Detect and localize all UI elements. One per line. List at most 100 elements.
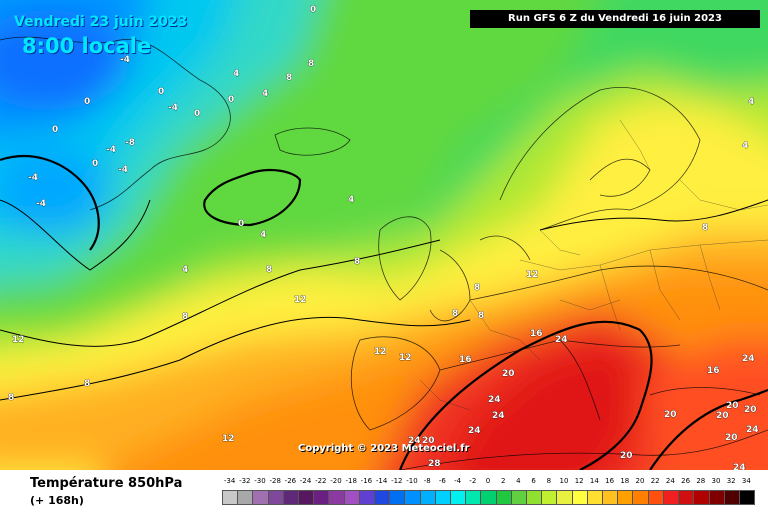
isotherm-label: 16 [530,329,543,339]
scale-label: -2 [469,477,477,485]
color-scale-labels: -34 -32 -30 -28 -26 -24 -22 -20 -18 -16 -14 -12 -10-… [222,477,754,487]
scale-label: 10 [559,477,569,485]
isotherm-label: 0 [194,109,200,119]
scale-swatch [602,490,619,505]
scale-swatch [237,490,254,505]
scale-swatch [541,490,558,505]
scale-label: -6 [438,477,446,485]
scale-swatch [389,490,406,505]
scale-swatch [632,490,649,505]
scale-swatch [298,490,315,505]
scale-swatch [434,490,452,505]
isotherm-label: 8 [478,311,484,321]
isotherm-label: 24 [733,463,746,470]
scale-label: -34 [223,477,236,485]
scale-swatch [693,490,710,505]
isotherm-label: 4 [262,89,268,99]
forecast-date: Vendredi 23 juin 2023 [14,14,188,30]
isotherm-label: 24 [468,426,481,436]
scale-swatch [267,490,284,505]
scale-label: 22 [650,477,660,485]
isotherm-label: 4 [748,97,754,107]
isotherm-label: -4 [168,103,178,113]
scale-label: 16 [605,477,615,485]
coastlines [0,36,768,470]
scale-swatch [328,490,345,505]
borders [419,119,768,411]
isotherm-label: 8 [8,393,14,403]
isotherm-label: 12 [374,347,387,357]
isotherm-label: 8 [702,223,708,233]
temperature-map: 0 -4 0 0 -4 -8 -4 -4 0 -4 -4 0 0 0 4 4 8… [0,0,768,470]
scale-label: 24 [665,477,675,485]
scale-label: 20 [635,477,645,485]
isotherm-label: 0 [84,97,90,107]
scale-label: 6 [531,477,536,485]
isotherm-label: 20 [502,369,515,379]
scale-swatch [708,490,725,505]
map-canvas: 0 -4 0 0 -4 -8 -4 -4 0 -4 -4 0 0 0 4 4 8… [0,0,768,470]
isotherm-label: 20 [664,410,677,420]
scale-label: -4 [454,477,462,485]
isotherm-label: 16 [459,355,472,365]
isotherm-label: 24 [746,425,759,435]
isotherm-label: 8 [354,257,360,267]
scale-swatch [647,490,664,505]
isotherm-label: 24 [742,354,755,364]
scale-swatch [343,490,360,505]
scale-swatch [495,490,512,505]
scale-label: -8 [423,477,431,485]
isotherm-label: 12 [526,270,539,280]
isotherm-label: 8 [452,309,458,319]
isotherm-label: 4 [348,195,354,205]
run-banner: Run GFS 6 Z du Vendredi 16 juin 2023 [470,10,760,28]
isotherm-label: 12 [12,335,25,345]
isotherm-label: 8 [308,59,314,69]
scale-swatch [404,490,421,505]
isotherm-value-labels: 0 -4 0 0 -4 -8 -4 -4 0 -4 -4 0 0 0 4 4 8… [8,5,759,470]
scale-label: 12 [574,477,584,485]
forecast-time: 8:00 locale [22,34,152,58]
scale-swatch [571,490,588,505]
isotherm-label: 12 [294,295,307,305]
parameter-title: Température 850hPa [30,476,183,491]
scale-swatch [510,490,528,505]
isotherm-label: -8 [125,138,135,148]
scale-swatch [222,490,239,505]
scale-label: -16 [360,477,373,485]
isotherm-label: 4 [233,69,239,79]
isotherm-label: 0 [158,87,164,97]
isotherm-label: 20 [725,433,738,443]
isotherm-label: 8 [266,265,272,275]
isotherm-label: 4 [182,265,188,275]
isotherm-label: 0 [52,125,58,135]
scale-label: 34 [741,477,751,485]
isotherm-label: 20 [716,411,729,421]
scale-swatch [282,490,300,505]
scale-label: -20 [330,477,342,485]
scale-label: 0 [485,477,491,485]
scale-swatch [374,490,391,505]
isotherm-label: -4 [120,55,130,65]
isotherm-label: 28 [428,459,441,469]
isotherm-label: 12 [222,434,235,444]
scale-label: 18 [620,477,630,485]
copyright-text: Copyright © 2023 Meteociel.fr [298,443,470,454]
scale-label: -28 [269,477,281,485]
isotherm-label: 24 [488,395,501,405]
scale-swatch [723,490,740,505]
scale-label: -14 [375,477,388,485]
scale-label: 26 [681,477,691,485]
scale-swatch [526,490,543,505]
lead-time: (+ 168h) [30,494,84,507]
scale-label: -26 [284,477,297,485]
isotherm-label: 0 [228,95,234,105]
isotherm-label: 4 [742,141,748,151]
isotherm-label: 12 [399,353,412,363]
isotherm-label: -4 [106,145,116,155]
scale-swatch [617,490,634,505]
isotherm-label: 4 [260,230,266,240]
isotherm-label: 24 [408,436,421,446]
isotherm-label: -4 [118,165,128,175]
